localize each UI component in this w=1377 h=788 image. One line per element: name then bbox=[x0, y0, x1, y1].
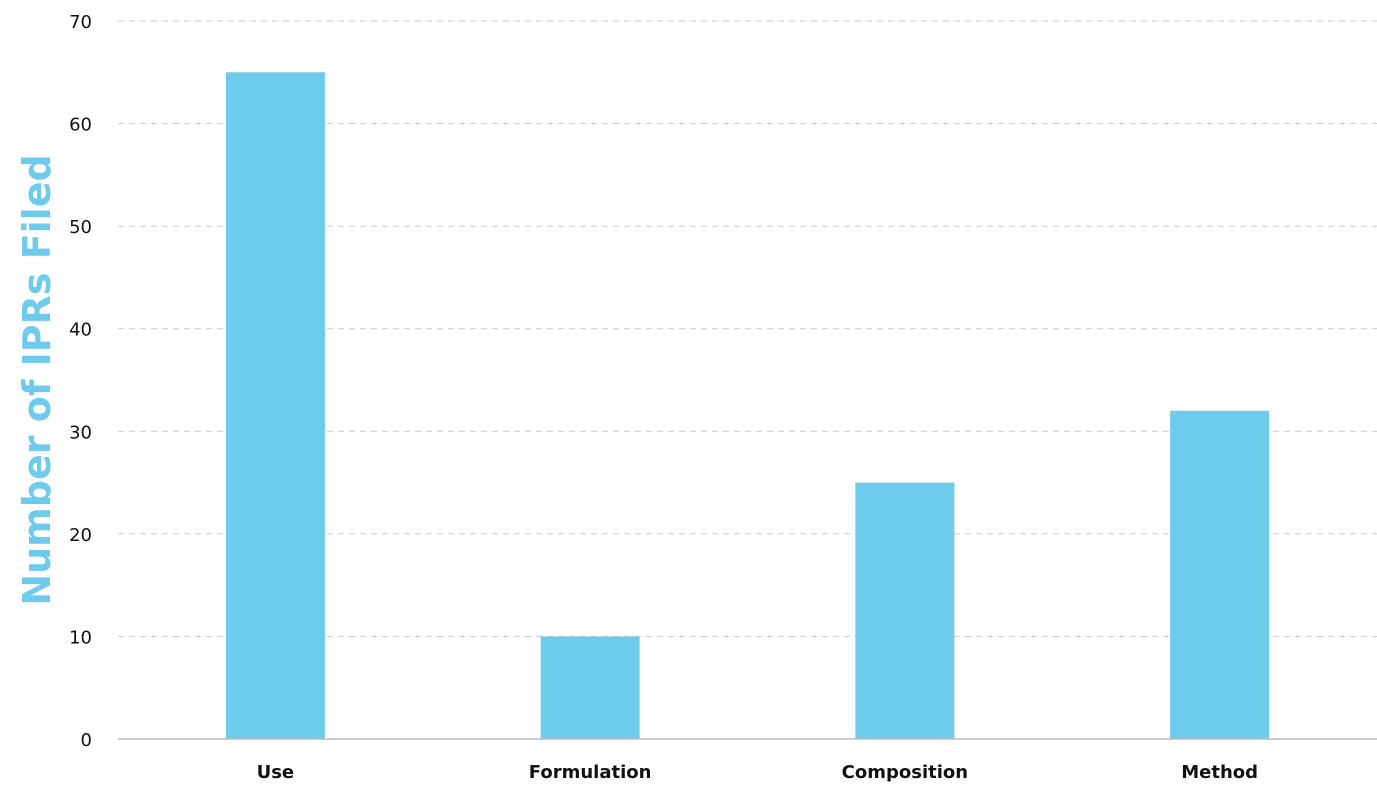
y-tick-label: 0 bbox=[81, 730, 92, 751]
grid-lines bbox=[118, 20, 1377, 637]
y-tick-label: 60 bbox=[69, 115, 92, 136]
x-category-labels: Use Formulation Composition Method bbox=[257, 762, 1258, 783]
x-category-label: Method bbox=[1181, 762, 1258, 783]
y-tick-label: 20 bbox=[69, 525, 92, 546]
bar-formulation bbox=[540, 636, 640, 739]
bar-composition bbox=[855, 482, 955, 739]
x-category-label: Use bbox=[257, 762, 295, 783]
y-axis-title: Number of IPRs Filed bbox=[15, 154, 59, 605]
y-tick-label: 50 bbox=[69, 217, 92, 238]
y-tick-label: 70 bbox=[69, 12, 92, 33]
y-tick-label: 40 bbox=[69, 320, 92, 341]
bars bbox=[225, 72, 1270, 740]
y-tick-label: 30 bbox=[69, 422, 92, 443]
bar-use bbox=[225, 72, 325, 740]
x-category-label: Composition bbox=[842, 762, 968, 783]
y-tick-labels: 0 10 20 30 40 50 60 70 bbox=[69, 12, 92, 751]
x-category-label: Formulation bbox=[529, 762, 652, 783]
y-tick-label: 10 bbox=[69, 627, 92, 648]
bar-method bbox=[1170, 410, 1270, 739]
